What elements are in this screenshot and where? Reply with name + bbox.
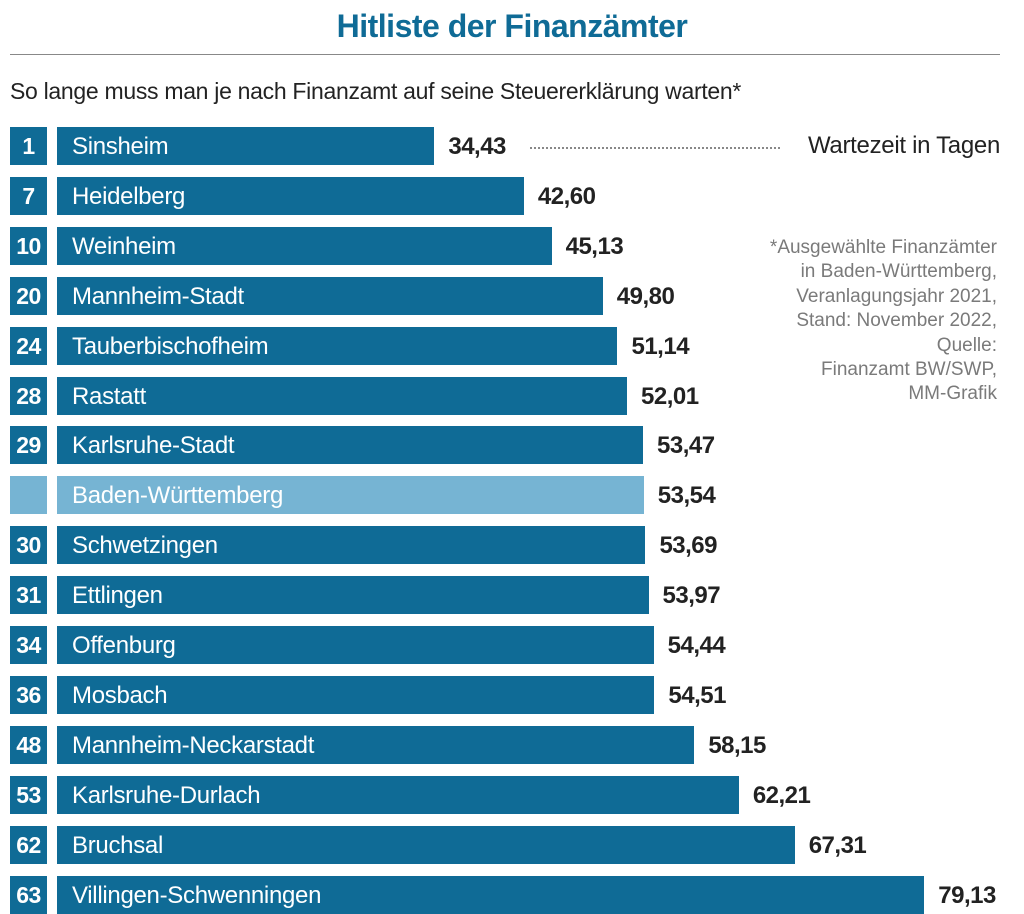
category-label: Ettlingen <box>72 582 163 610</box>
bar <box>57 775 739 814</box>
value-label: 53,69 <box>659 532 717 560</box>
bar <box>57 875 925 914</box>
bar <box>57 176 524 215</box>
footnote-line: MM-Grafik <box>908 383 997 405</box>
rank-label: 20 <box>10 276 47 315</box>
footnote-line: Quelle: <box>936 334 997 356</box>
value-label: 58,15 <box>708 731 766 759</box>
value-label: 79,13 <box>938 881 996 909</box>
bar <box>57 476 644 515</box>
bar <box>57 426 644 465</box>
legend-leader-line <box>530 147 780 149</box>
category-label: Villingen-Schwenningen <box>72 881 322 909</box>
value-label: 54,51 <box>668 681 726 709</box>
rank-label: 48 <box>10 725 47 764</box>
category-label: Mosbach <box>72 681 168 709</box>
rank-label: 29 <box>10 426 47 465</box>
rank-label: 34 <box>10 626 47 664</box>
rank-label: 36 <box>10 675 47 714</box>
legend-label: Wartezeit in Tagen <box>807 132 1000 159</box>
chart-title: Hitliste der Finanzämter <box>336 8 688 44</box>
bar <box>57 725 695 764</box>
bar <box>57 825 795 864</box>
bar <box>57 675 655 714</box>
bar <box>57 226 552 265</box>
value-label: 51,14 <box>631 332 690 360</box>
value-label: 42,60 <box>537 182 596 210</box>
value-label: 67,31 <box>808 831 867 859</box>
value-label: 53,47 <box>657 432 715 460</box>
rank-label: 31 <box>10 576 47 615</box>
category-label: Bruchsal <box>72 831 163 859</box>
bar <box>57 276 603 315</box>
rank-label: 30 <box>10 526 47 565</box>
category-label: Heidelberg <box>72 182 186 210</box>
rank-label: 53 <box>10 775 47 814</box>
rank-label: 24 <box>10 326 47 365</box>
bar <box>57 576 649 615</box>
rank-label: 63 <box>10 875 47 914</box>
category-label: Baden-Württemberg <box>72 482 283 510</box>
value-label: 53,54 <box>657 482 716 510</box>
value-label: 62,21 <box>752 781 811 809</box>
value-label: 45,13 <box>565 232 624 260</box>
rank-label: 1 <box>10 127 47 165</box>
category-label: Schwetzingen <box>72 532 218 560</box>
footnote-line: Stand: November 2022, <box>796 310 997 332</box>
bar <box>57 127 435 165</box>
bar <box>57 326 618 365</box>
category-label: Offenburg <box>72 632 176 659</box>
footnote-line: Veranlagungsjahr 2021, <box>796 285 997 307</box>
title-divider <box>10 54 1000 55</box>
rank-label: 62 <box>10 825 47 864</box>
rank-label: 7 <box>10 176 47 215</box>
category-label: Tauberbischofheim <box>72 332 269 360</box>
bar <box>57 526 646 565</box>
footnote: *Ausgewählte Finanzämter in Baden-Württe… <box>770 236 997 407</box>
rank-label: 10 <box>10 226 47 265</box>
category-label: Mannheim-Stadt <box>72 282 244 310</box>
footnote-line: Finanzamt BW/SWP, <box>821 359 997 381</box>
value-label: 49,80 <box>616 282 675 310</box>
category-label: Weinheim <box>72 232 176 260</box>
footnote-line: in Baden-Württemberg, <box>800 261 997 283</box>
value-label: 54,44 <box>667 632 726 659</box>
category-label: Rastatt <box>72 382 146 410</box>
category-label: Karlsruhe-Durlach <box>72 781 261 809</box>
rank-label: 28 <box>10 376 47 415</box>
chart-subtitle: So lange muss man je nach Finanzamt auf … <box>10 78 742 104</box>
category-label: Mannheim-Neckarstadt <box>72 731 315 759</box>
bar <box>57 376 628 415</box>
category-label: Sinsheim <box>72 133 169 160</box>
footnote-line: *Ausgewählte Finanzämter <box>769 237 997 258</box>
category-label: Karlsruhe-Stadt <box>72 432 235 460</box>
value-label: 34,43 <box>448 133 506 160</box>
bar <box>57 626 654 664</box>
value-label: 53,97 <box>662 582 721 610</box>
value-label: 52,01 <box>641 382 699 410</box>
rank-label <box>10 476 47 515</box>
